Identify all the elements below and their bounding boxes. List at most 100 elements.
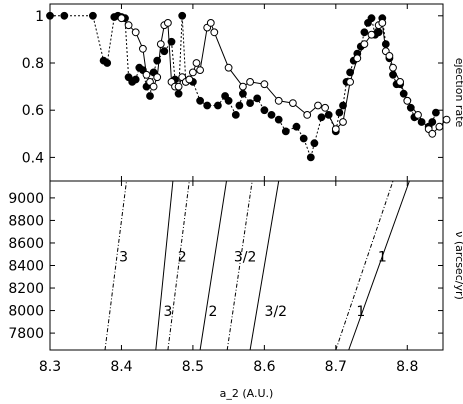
open-circle-point xyxy=(385,52,394,60)
filled-circle-point xyxy=(60,11,69,20)
bottom-y-tick-label: 8000 xyxy=(8,304,44,320)
resonance-label: 2 xyxy=(178,250,187,266)
open-circle-point xyxy=(314,101,322,110)
open-circle-point xyxy=(192,59,201,67)
filled-circle-point xyxy=(267,111,276,119)
open-circle-point xyxy=(414,111,422,119)
top-y-tick-label: 0.8 xyxy=(22,56,44,72)
filled-circle-point xyxy=(292,122,301,131)
x-tick-label: 8.6 xyxy=(253,359,275,375)
filled-circle-point xyxy=(306,153,315,162)
open-circle-point xyxy=(156,40,165,48)
open-circle-point xyxy=(224,63,233,72)
x-tick-label: 8.3 xyxy=(39,359,61,375)
filled-circle-point xyxy=(46,11,54,20)
open-circle-point xyxy=(260,80,269,89)
open-circle-point xyxy=(396,78,405,86)
resonance-line-solid xyxy=(199,180,227,351)
filled-circle-point xyxy=(131,75,140,84)
resonance-line-solid xyxy=(348,180,410,351)
resonance-line-dashdot xyxy=(104,180,127,351)
bottom-y-tick-label: 9000 xyxy=(8,191,44,207)
resonance-label: 3 xyxy=(163,304,172,320)
bottom-y-tick-label: 8200 xyxy=(8,281,44,297)
open-circle-point xyxy=(174,82,183,91)
resonance-line-dashdot xyxy=(167,180,190,351)
resonance-label: 1 xyxy=(378,250,387,266)
filled-circle-point xyxy=(178,11,187,20)
open-circle-point xyxy=(303,111,312,119)
open-circle-point xyxy=(442,115,451,124)
bottom-ticks: 7800 8000 8200 8400 8600 8800 9000 8.3 8.4 8.5 8.6… xyxy=(8,181,443,375)
filled-circle-point xyxy=(281,127,290,136)
open-circle-point xyxy=(239,82,247,91)
x-tick-label: 8.4 xyxy=(110,359,132,375)
open-circle-point xyxy=(339,118,347,126)
filled-circle-point xyxy=(406,103,415,112)
resonance-line-dashdot xyxy=(335,180,394,351)
bottom-panel: 7800 8000 8200 8400 8600 8800 9000 8.3 8.4 8.5 8.6… xyxy=(8,180,463,400)
top-y-tick-label: 0.4 xyxy=(22,150,44,166)
resonance-label: 3 xyxy=(119,250,128,266)
top-y-tick-label: 0.6 xyxy=(22,103,44,119)
resonance-label: 2 xyxy=(208,304,217,320)
open-circle-point xyxy=(164,19,172,27)
open-circle-point xyxy=(403,96,412,105)
open-circle-point xyxy=(321,103,330,112)
filled-circle-point xyxy=(367,14,376,23)
filled-circle-point xyxy=(253,94,262,103)
filled-circle-point xyxy=(103,59,112,67)
open-circle-point xyxy=(185,75,194,84)
filled-circle-point xyxy=(224,96,233,105)
filled-circle-point xyxy=(239,89,247,98)
filled-circle-point xyxy=(428,118,437,126)
resonance-label: 3/2 xyxy=(234,250,257,266)
filled-circle-point xyxy=(310,139,319,148)
filled-circle-point xyxy=(231,111,240,119)
open-circle-point xyxy=(131,28,140,37)
filled-circle-point xyxy=(196,96,205,105)
filled-circle-point xyxy=(317,113,326,122)
x-tick-label: 8.7 xyxy=(325,359,347,375)
open-circle-point xyxy=(142,70,151,79)
filled-circle-point xyxy=(214,101,222,110)
open-circle-point xyxy=(153,73,162,82)
open-circle-point xyxy=(189,68,197,77)
filled-circle-point xyxy=(246,99,255,107)
filled-circle-point xyxy=(203,101,212,110)
bottom-y-tick-label: 7800 xyxy=(8,326,44,342)
x-axis-label: a_2 (A.U.) xyxy=(220,387,274,400)
series-open-line xyxy=(121,17,447,135)
open-circle-point xyxy=(139,44,147,53)
filled-circle-point xyxy=(417,118,426,126)
open-circle-point xyxy=(274,96,283,105)
filled-circle-point xyxy=(167,37,176,46)
filled-circle-point xyxy=(374,28,383,37)
filled-circle-point xyxy=(335,108,344,117)
bottom-y-tick-label: 8800 xyxy=(8,213,44,229)
resonance-lines xyxy=(104,180,410,351)
filled-circle-point xyxy=(432,108,440,117)
filled-circle-point xyxy=(299,134,308,143)
resonance-label: 1 xyxy=(356,304,365,320)
filled-circle-point xyxy=(89,11,97,20)
filled-circle-point xyxy=(360,28,369,37)
filled-circle-point xyxy=(174,89,183,98)
open-circle-point xyxy=(435,122,444,131)
x-tick-label: 8.8 xyxy=(396,359,418,375)
filled-circle-point xyxy=(381,40,390,48)
open-circle-point xyxy=(367,30,376,39)
bottom-y-tick-label: 8600 xyxy=(8,236,44,252)
bottom-plot-frame xyxy=(49,180,444,351)
open-circle-point xyxy=(331,125,340,134)
filled-circle-point xyxy=(274,115,283,124)
open-circle-point xyxy=(389,63,397,72)
top-series xyxy=(46,11,451,162)
filled-circle-point xyxy=(160,47,169,56)
bottom-y-axis-label: ν (arcsec/yr) xyxy=(453,231,463,300)
open-circle-point xyxy=(378,19,387,27)
top-y-tick-label: 1 xyxy=(35,9,44,25)
resonance-line-solid xyxy=(155,180,174,351)
resonance-line-dashdot xyxy=(226,180,253,351)
